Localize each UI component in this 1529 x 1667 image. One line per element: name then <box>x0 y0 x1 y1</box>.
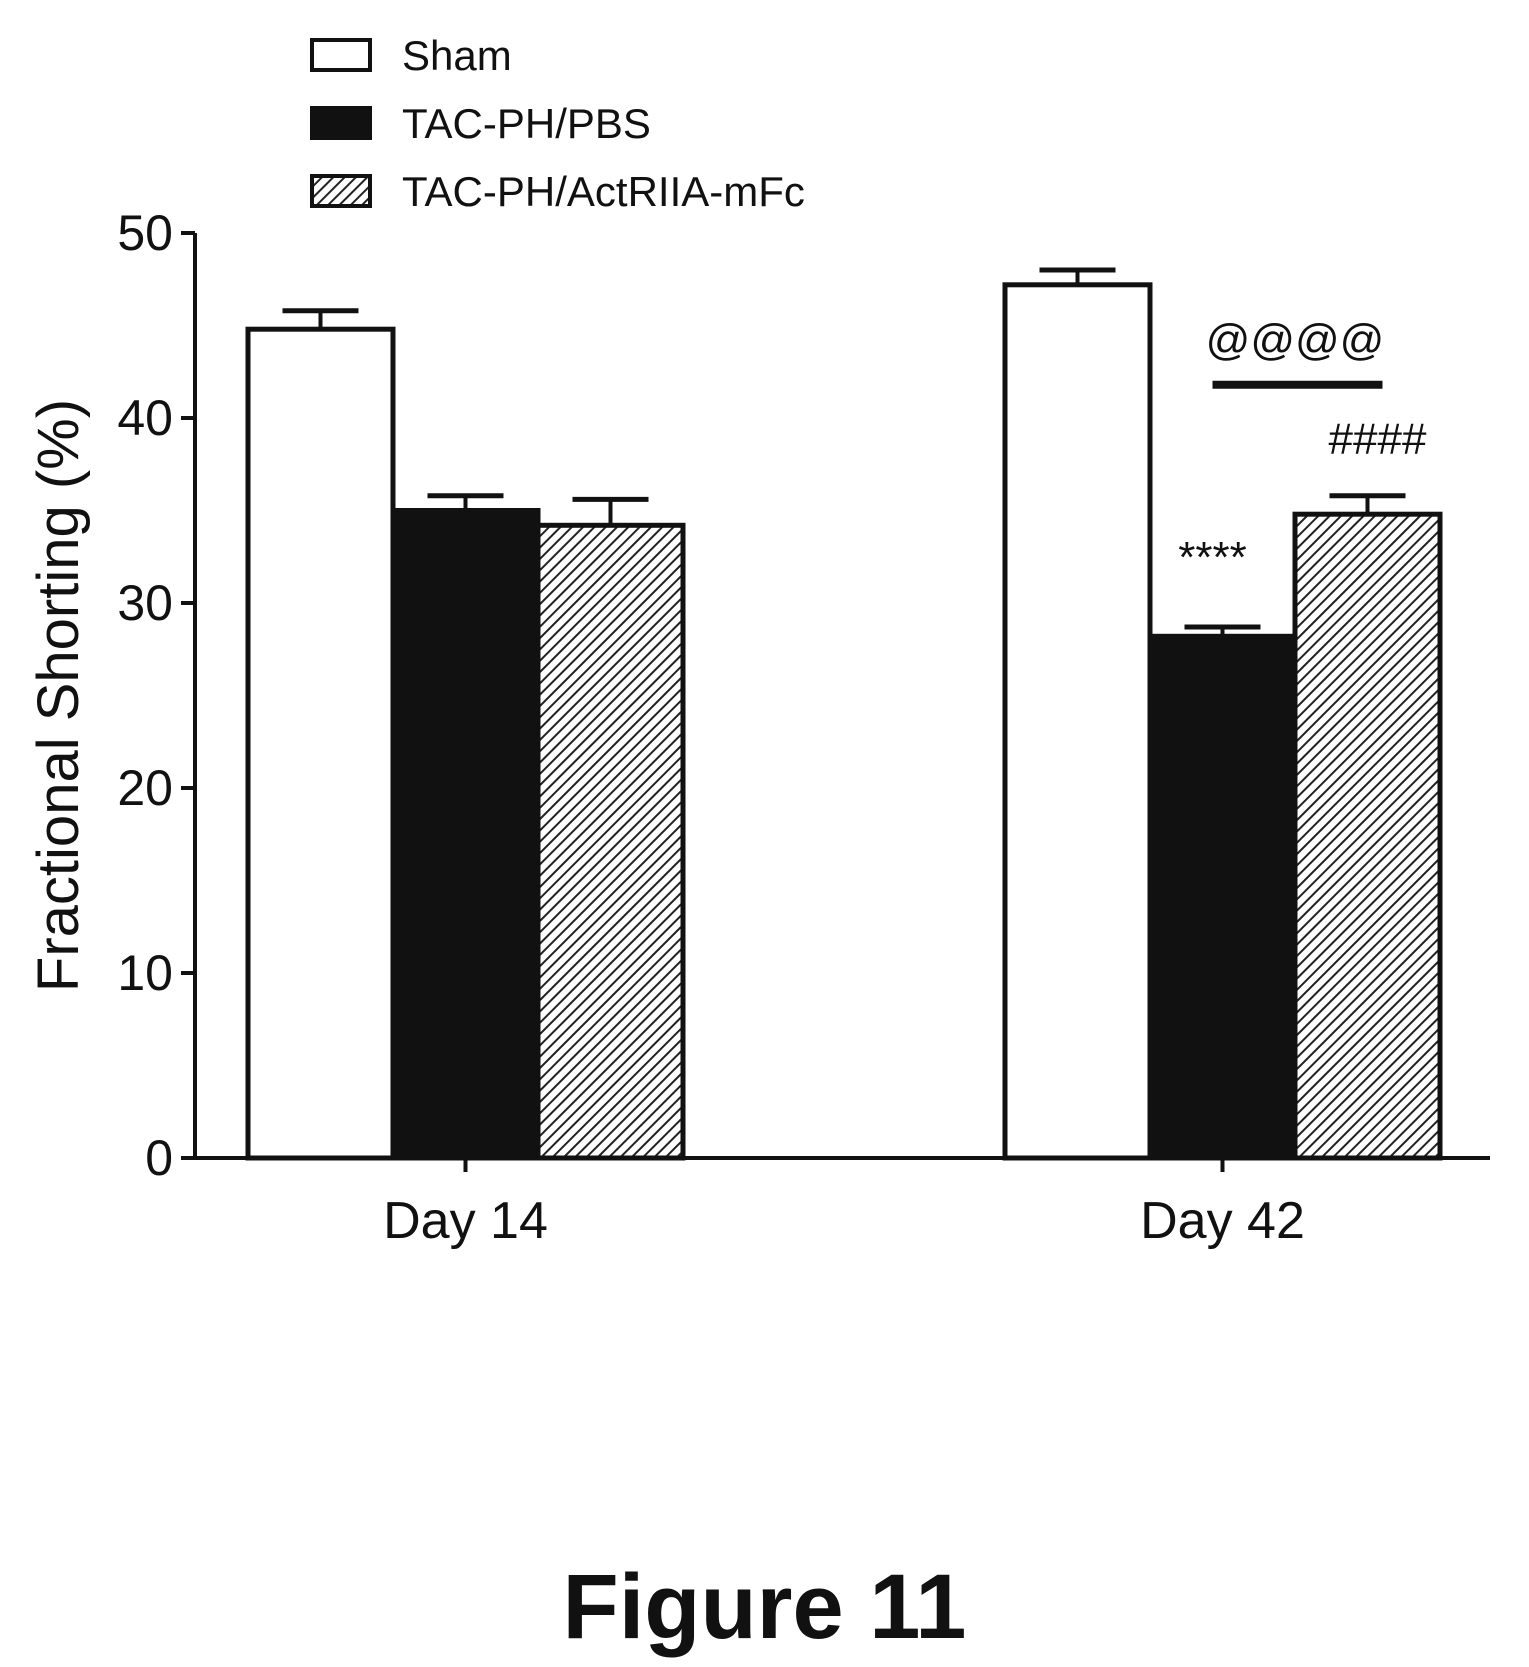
y-tick-label: 40 <box>117 390 173 446</box>
x-tick-label: Day 14 <box>383 1192 548 1250</box>
bar <box>390 508 541 1161</box>
legend-label: TAC-PH/ActRIIA-mFc <box>402 168 805 215</box>
bars <box>245 267 1443 1161</box>
y-tick-label: 10 <box>117 945 173 1001</box>
legend-swatch <box>310 38 372 72</box>
bar <box>1002 282 1153 1161</box>
x-tick-label: Day 42 <box>1140 1192 1305 1250</box>
y-tick-label: 30 <box>117 575 173 631</box>
y-axis-label: Fractional Shorting (%) <box>26 399 91 992</box>
y-tick-label: 50 <box>117 205 173 261</box>
legend: Sham TAC-PH/PBS TAC-PH/ActRIIA-mFc <box>310 32 805 215</box>
annotation-label: **** <box>1178 533 1247 582</box>
legend-swatch <box>310 174 372 208</box>
y-tick-label: 0 <box>145 1130 173 1186</box>
legend-swatch <box>310 106 372 140</box>
legend-label: TAC-PH/PBS <box>402 100 651 147</box>
y-tick-label: 20 <box>117 760 173 816</box>
legend-label: Sham <box>402 32 512 79</box>
figure-caption: Figure 11 <box>562 1556 967 1658</box>
annotation-label: @@@@ <box>1206 316 1385 365</box>
axes: 0 10 20 30 40 50 Fractional Shorting (%) Day 14… <box>26 205 1490 1250</box>
bar <box>1147 633 1298 1161</box>
annotations: **** #### @@@@ <box>1178 316 1427 582</box>
annotation-label: #### <box>1329 415 1427 464</box>
bar <box>245 326 396 1161</box>
bar <box>535 522 686 1161</box>
bar <box>1292 511 1443 1161</box>
